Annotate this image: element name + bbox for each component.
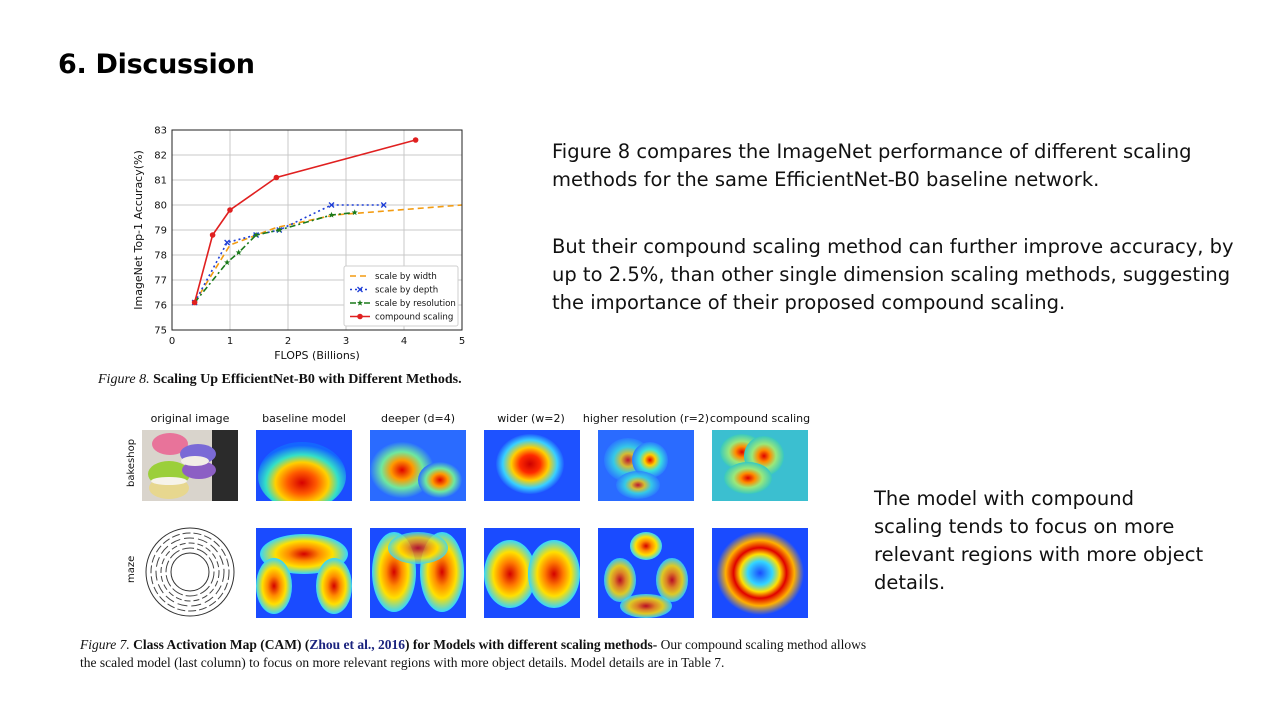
legend-label: scale by depth [375, 286, 438, 296]
data-point [224, 239, 231, 246]
data-point [357, 313, 363, 320]
figure-7-citation-link[interactable]: Zhou et al., 2016 [309, 637, 405, 652]
x-axis-label: FLOPS (Billions) [274, 349, 360, 362]
series-compound-scaling [191, 137, 419, 306]
y-tick-label: 82 [154, 151, 167, 162]
y-tick-label: 81 [154, 176, 167, 187]
y-tick-label: 80 [154, 201, 167, 212]
data-point [351, 209, 358, 216]
series-scale-by-resolution [191, 209, 358, 306]
y-tick-label: 78 [154, 251, 167, 262]
cam-bakeshop-baseline [256, 430, 352, 501]
cam-bakeshop-deeper [370, 430, 466, 501]
figure-7-label: Figure 7. [80, 637, 130, 652]
figure-7-title-part-2: ) for Models with different scaling meth… [405, 637, 658, 652]
figure-7-description: Our compound scaling method allows the s… [80, 637, 867, 670]
data-point [191, 299, 198, 306]
y-tick-label: 77 [154, 276, 167, 287]
cam-column-label: wider (w=2) [497, 412, 565, 425]
x-tick-label: 4 [401, 336, 407, 347]
plot-frame [171, 129, 463, 331]
cam-column-label: deeper (d=4) [380, 412, 456, 425]
legend-label: scale by resolution [375, 299, 456, 309]
legend-label: scale by width [375, 272, 437, 282]
cam-bakeshop-compound [712, 430, 808, 501]
maze-photo [142, 526, 238, 618]
y-tick-label: 76 [154, 301, 167, 312]
cam-row-label-maze: maze [126, 555, 137, 583]
y-axis-label: ImageNet Top-1 Accuracy(%) [132, 150, 145, 310]
figure-8-label: Figure 8. [98, 372, 150, 387]
cam-maze-deeper [370, 528, 466, 618]
data-point [328, 211, 335, 218]
y-tick-label: 75 [154, 326, 167, 337]
cam-bakeshop-wider [484, 430, 580, 501]
legend-box [343, 265, 459, 327]
x-tick-label: 2 [285, 336, 291, 347]
series-line [193, 204, 463, 303]
x-tick-label: 3 [343, 336, 349, 347]
legend-label: compound scaling [375, 313, 453, 323]
data-point [235, 249, 242, 256]
data-point [412, 137, 419, 143]
cam-column-label: baseline model [262, 412, 346, 425]
paragraph-cam-observation: The model with compound scaling tends to… [874, 487, 1204, 594]
cam-column-label: original image [150, 412, 230, 425]
data-point [253, 231, 260, 238]
data-point [227, 207, 233, 213]
cam-column-label: compound scaling [709, 412, 811, 425]
marker-stroke [328, 202, 335, 208]
data-point [273, 174, 280, 181]
y-tick-label: 83 [154, 126, 167, 137]
series-scale-by-width [193, 204, 463, 303]
data-point [224, 259, 231, 266]
cam-maze-wider [484, 528, 580, 618]
scaling-methods-chart: 0 1 2 3 4 5 75 76 77 78 79 80 81 82 83 FLOPS (Billions)… [132, 126, 465, 363]
marker-stroke [224, 239, 231, 246]
x-tick-label: 1 [227, 336, 233, 347]
figure-8-caption: Figure 8. Scaling Up EfficientNet-B0 wit… [98, 372, 462, 388]
cam-maze-compound [712, 528, 808, 618]
y-tick-label: 79 [154, 226, 167, 237]
figure-7-caption: Figure 7. Class Activation Map (CAM) (Zh… [80, 636, 880, 672]
figure-7-title-part-1: Class Activation Map (CAM) ( [133, 637, 310, 652]
data-point [357, 286, 363, 293]
cam-maze-higher-resolution [598, 528, 694, 618]
marker-stroke [380, 202, 387, 208]
chart-axes: 0 1 2 3 4 5 75 76 77 78 79 80 81 82 83 FLOPS (Billions)… [132, 126, 465, 363]
cam-bakeshop-higher-resolution [598, 430, 694, 501]
x-tick-label: 5 [459, 336, 465, 347]
chart-legend: scale by width scale by depth scale by res… [343, 265, 459, 327]
data-point [276, 226, 283, 233]
x-tick-label: 0 [169, 336, 175, 347]
cam-row-label-bakeshop: bakeshop [126, 438, 137, 487]
figure-8-title: Scaling Up EfficientNet-B0 with Differen… [153, 372, 462, 387]
slide-title: 6. Discussion [58, 49, 255, 80]
chart-series [191, 137, 463, 306]
marker-stroke [357, 286, 363, 293]
macaron-photo [142, 430, 238, 501]
paragraph-figure8-summary: Figure 8 compares the ImageNet performan… [552, 140, 1192, 191]
data-point [357, 299, 363, 306]
data-point [209, 232, 216, 238]
data-point [328, 202, 335, 208]
cam-maze-baseline [256, 528, 352, 618]
cam-column-label: higher resolution (r=2) [582, 412, 710, 425]
paragraph-compound-scaling: But their compound scaling method can fu… [552, 235, 1234, 314]
data-point [380, 202, 387, 208]
